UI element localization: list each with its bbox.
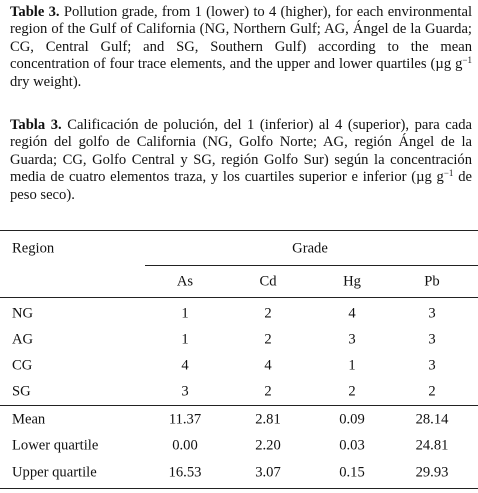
caption-label: Table 3. (10, 4, 60, 20)
caption-sup: −1 (462, 55, 472, 66)
table-cell: 2.81 (255, 411, 281, 428)
caption-text: Pollution grade, from 1 (lower) to 4 (hi… (10, 4, 472, 73)
table-rule (0, 405, 478, 406)
table-cell: 1 (181, 305, 189, 322)
row-label: AG (12, 331, 34, 348)
caption-text: dry weight). (10, 73, 82, 90)
table-cell: 1 (348, 357, 356, 374)
table-cell: 16.53 (168, 464, 202, 481)
table-cell: 2 (348, 383, 356, 400)
table-cell: 29.93 (415, 464, 449, 481)
table-cell: 3 (348, 331, 356, 348)
column-header: Cd (259, 273, 277, 290)
table-cell: 1 (181, 331, 189, 348)
row-label: NG (12, 305, 34, 322)
table-cell: 2 (428, 383, 436, 400)
table-cell: 3 (428, 357, 436, 374)
table-cell: 3.07 (255, 464, 281, 481)
row-label: Mean (12, 411, 46, 428)
table-cell: 0.03 (339, 437, 365, 454)
table-cell: 2 (264, 331, 272, 348)
caption-text: de peso seco). (10, 169, 472, 203)
table-cell: 0.09 (339, 411, 365, 428)
table-cell: 4 (264, 357, 272, 374)
table-cell: 3 (428, 331, 436, 348)
table-cell: 2.20 (255, 437, 281, 454)
caption-text: Calificación de polución, del 1 (inferio… (10, 117, 472, 186)
table-cell: 28.14 (415, 411, 449, 428)
table-cell: 3 (181, 383, 189, 400)
table-rule (145, 265, 478, 266)
table-rule (0, 230, 478, 231)
table-cell: 3 (428, 305, 436, 322)
caption-en: Table 3. Pollution grade, from 1 (lower)… (10, 4, 472, 91)
table-cell: 4 (181, 357, 189, 374)
row-label: Upper quartile (12, 464, 97, 481)
row-label: SG (12, 383, 31, 400)
caption-es: Tabla 3. Calificación de polución, del 1… (10, 117, 472, 204)
table-rule (0, 488, 478, 489)
caption-sup: −1 (443, 168, 454, 179)
column-header: Hg (343, 273, 361, 290)
table-cell: 24.81 (415, 437, 449, 454)
row-label: Lower quartile (12, 437, 99, 454)
table-cell: 2 (264, 305, 272, 322)
table-cell: 0.15 (339, 464, 365, 481)
column-header: As (176, 273, 194, 290)
table-cell: 2 (264, 383, 272, 400)
row-label: CG (12, 357, 33, 374)
table-cell: 0.00 (172, 437, 198, 454)
header-cell: Region (12, 240, 55, 257)
column-header: Pb (424, 273, 440, 290)
header-cell: Grade (292, 240, 328, 257)
caption-label: Tabla 3. (10, 117, 62, 133)
table-cell: 4 (348, 305, 356, 322)
table-cell: 11.37 (168, 411, 202, 428)
table-rule (0, 297, 478, 298)
